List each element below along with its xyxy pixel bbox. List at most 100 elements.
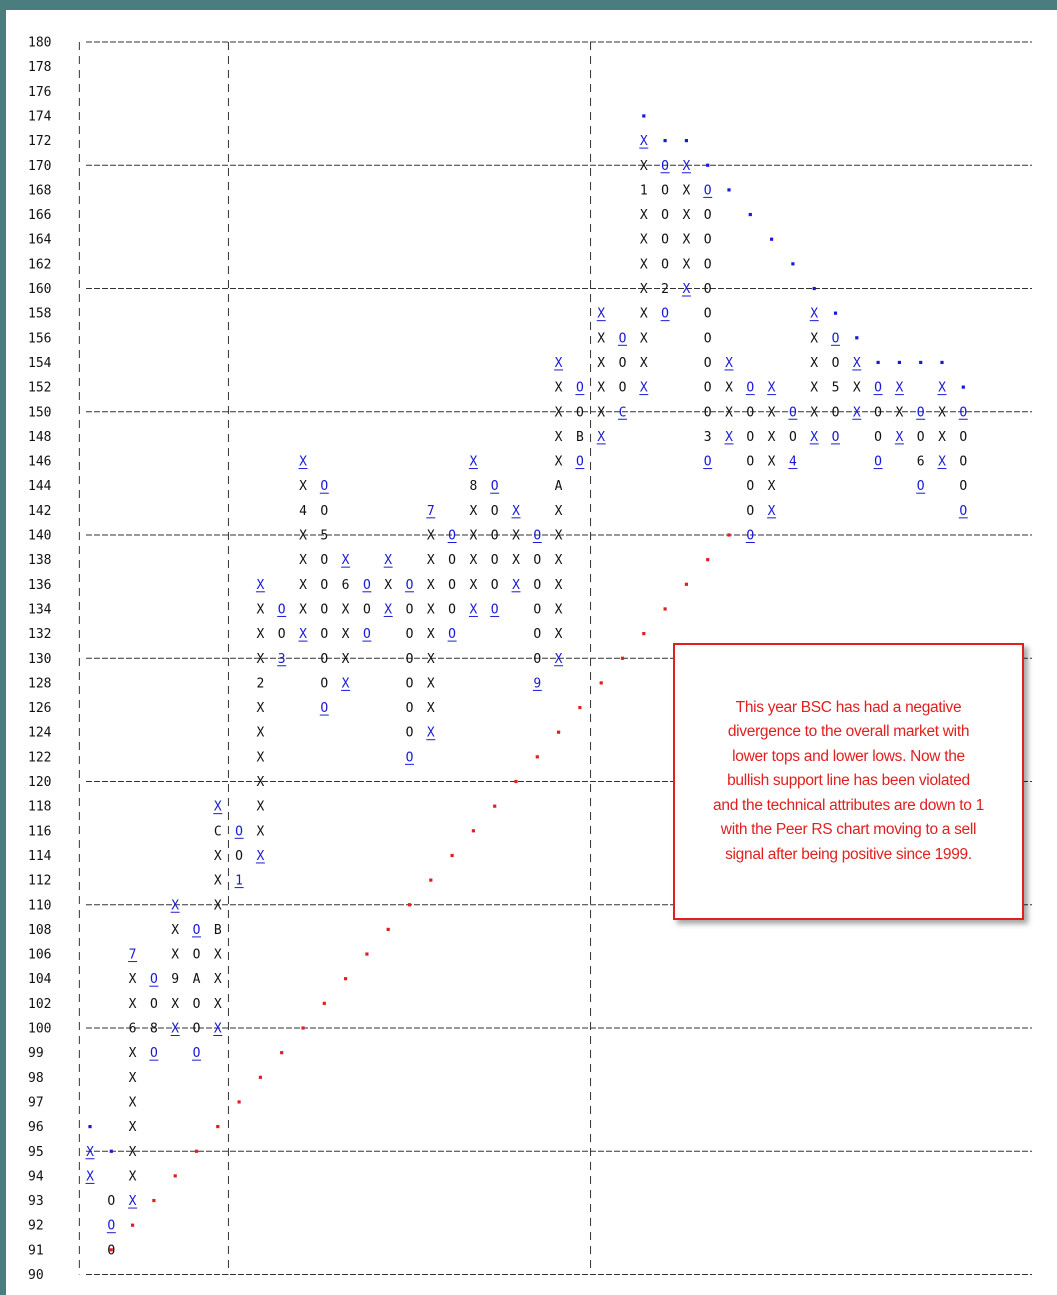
x-box: X bbox=[256, 726, 264, 741]
bullish-support-dot bbox=[471, 829, 475, 833]
o-box: O bbox=[533, 602, 541, 617]
month-marker: C bbox=[214, 824, 222, 839]
o-box: O bbox=[661, 307, 669, 322]
o-box: O bbox=[746, 455, 754, 470]
x-box: X bbox=[768, 455, 776, 470]
x-box: X bbox=[129, 1145, 137, 1160]
x-box: X bbox=[512, 529, 520, 544]
month-marker: A bbox=[555, 479, 563, 494]
bearish-resistance-dot bbox=[812, 286, 816, 291]
o-box: O bbox=[832, 356, 840, 371]
bearish-resistance-dot bbox=[706, 163, 710, 167]
o-box: O bbox=[406, 627, 414, 642]
x-box: X bbox=[256, 652, 264, 667]
o-box: O bbox=[704, 307, 712, 322]
x-box: X bbox=[640, 159, 648, 174]
x-box: X bbox=[555, 529, 563, 544]
y-tick-label: 166 bbox=[28, 208, 51, 223]
o-box: O bbox=[533, 529, 541, 544]
o-box: O bbox=[704, 405, 712, 420]
o-box: O bbox=[917, 405, 925, 420]
month-marker: 6 bbox=[129, 1022, 137, 1037]
x-box: X bbox=[129, 1071, 137, 1086]
y-tick-label: 97 bbox=[28, 1095, 44, 1110]
o-box: O bbox=[107, 1194, 115, 1209]
gridlines bbox=[78, 41, 1032, 1275]
o-box: O bbox=[704, 381, 712, 396]
month-marker: 2 bbox=[661, 282, 669, 297]
x-box: X bbox=[469, 578, 477, 593]
month-marker: 7 bbox=[427, 504, 435, 519]
y-tick-label: 122 bbox=[28, 750, 51, 765]
month-marker: 6 bbox=[917, 455, 925, 470]
x-box: X bbox=[256, 775, 264, 790]
month-marker: 3 bbox=[704, 430, 712, 445]
x-box: X bbox=[384, 602, 392, 617]
x-box: X bbox=[214, 1022, 222, 1037]
y-tick-label: 93 bbox=[28, 1194, 44, 1209]
bearish-resistance-dot bbox=[748, 212, 752, 217]
o-box: O bbox=[363, 602, 371, 617]
x-box: X bbox=[938, 405, 946, 420]
o-box: O bbox=[959, 405, 967, 420]
bearish-resistance-dot bbox=[88, 1125, 92, 1129]
x-box: X bbox=[555, 578, 563, 593]
month-marker: 6 bbox=[342, 578, 350, 593]
o-box: O bbox=[320, 627, 328, 642]
y-axis-labels: 180 178 176 174 172 170 168 166 164 162 160 158 156 1… bbox=[28, 36, 52, 1284]
bullish-support-dot bbox=[407, 903, 412, 907]
x-box: X bbox=[725, 430, 733, 445]
o-box: O bbox=[406, 750, 414, 765]
x-box: X bbox=[682, 282, 690, 297]
x-box: X bbox=[256, 800, 264, 815]
x-box: X bbox=[640, 307, 648, 322]
o-box: O bbox=[320, 578, 328, 593]
x-box: X bbox=[86, 1145, 94, 1160]
y-tick-label: 170 bbox=[28, 159, 51, 174]
bullish-support-dot bbox=[450, 853, 454, 858]
x-box: X bbox=[256, 701, 264, 716]
o-box: O bbox=[746, 405, 754, 420]
x-box: X bbox=[555, 553, 563, 568]
x-box: X bbox=[342, 627, 350, 642]
o-box: O bbox=[789, 405, 797, 420]
x-box: X bbox=[895, 405, 903, 420]
bullish-support-dot bbox=[620, 656, 625, 660]
x-box: X bbox=[256, 627, 264, 642]
x-box: X bbox=[299, 553, 307, 568]
x-box: X bbox=[469, 553, 477, 568]
o-box: O bbox=[874, 405, 882, 420]
o-box: O bbox=[661, 208, 669, 223]
month-marker: A bbox=[193, 972, 201, 987]
bearish-resistance-dot bbox=[897, 360, 901, 365]
o-box: O bbox=[789, 430, 797, 445]
o-box: O bbox=[661, 159, 669, 174]
x-box: X bbox=[640, 356, 648, 371]
pnf-boxes: XXOOO7XX6XXXXXXXOO8OXXX9XXOOAOOOXCXXXBXX… bbox=[85, 134, 968, 1258]
y-tick-label: 90 bbox=[28, 1268, 44, 1283]
o-box: O bbox=[320, 676, 328, 691]
x-box: X bbox=[895, 430, 903, 445]
month-marker: 1 bbox=[235, 874, 243, 889]
o-box: O bbox=[107, 1219, 115, 1234]
o-box: O bbox=[193, 923, 201, 938]
annotation-text: This year BSC has had a negative diverge… bbox=[713, 698, 984, 863]
y-tick-label: 95 bbox=[28, 1145, 44, 1160]
x-box: X bbox=[682, 257, 690, 272]
x-box: X bbox=[342, 602, 350, 617]
y-tick-label: 144 bbox=[28, 479, 52, 494]
y-tick-label: 142 bbox=[28, 504, 51, 519]
y-tick-label: 156 bbox=[28, 331, 51, 346]
o-box: O bbox=[917, 479, 925, 494]
bearish-resistance-dot bbox=[109, 1149, 113, 1153]
o-box: O bbox=[704, 257, 712, 272]
x-box: X bbox=[555, 381, 563, 396]
y-tick-label: 180 bbox=[28, 36, 51, 51]
o-box: O bbox=[704, 282, 712, 297]
x-box: X bbox=[129, 997, 137, 1012]
y-tick-label: 118 bbox=[28, 800, 51, 815]
o-box: O bbox=[107, 1243, 115, 1258]
o-box: O bbox=[150, 1046, 158, 1061]
o-box: O bbox=[576, 381, 584, 396]
y-tick-label: 162 bbox=[28, 257, 51, 272]
